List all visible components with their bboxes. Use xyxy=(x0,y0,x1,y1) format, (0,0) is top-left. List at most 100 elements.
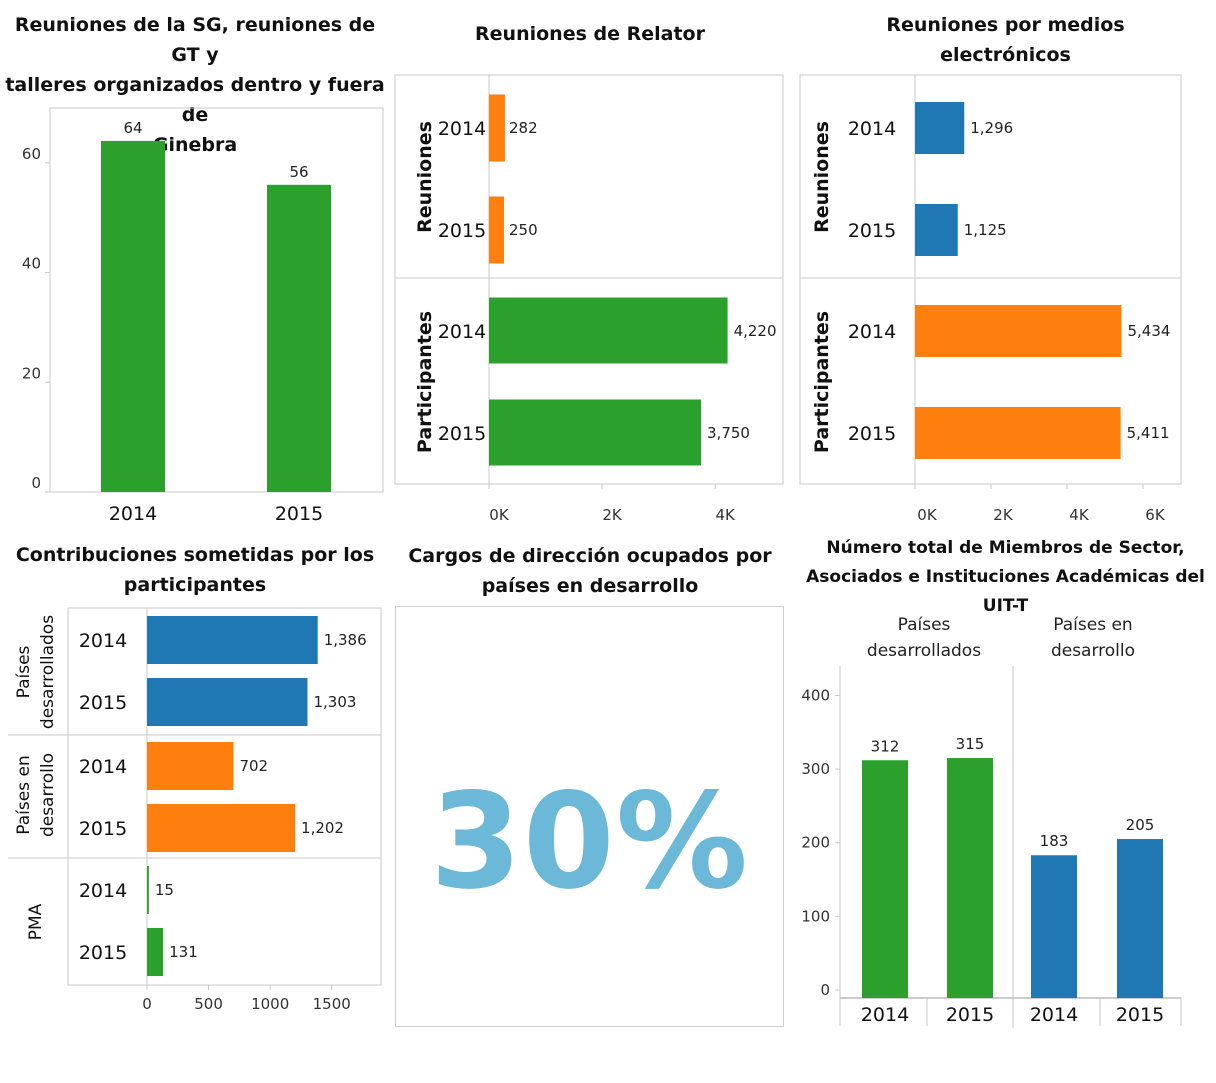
bar xyxy=(915,204,958,256)
group-label: desarrollados xyxy=(867,641,981,661)
x-category-label: 2015 xyxy=(946,1004,994,1026)
bar xyxy=(267,184,331,493)
panel-members: Número total de Miembros de Sector, Asoc… xyxy=(795,538,1216,1083)
y-category-label: 2015 xyxy=(848,423,896,445)
x-tick-label: 6K xyxy=(1145,506,1166,524)
electronic-meetings-chart: 0K 2K 4K 6K Reuniones 2014 1,296 2015 1,125 Parti… xyxy=(799,74,1182,524)
y-tick-label: 0 xyxy=(820,981,830,999)
bar xyxy=(915,305,1122,357)
data-label: 131 xyxy=(169,943,198,961)
group-label: Países xyxy=(898,615,951,635)
y-tick-label: 0 xyxy=(31,474,41,492)
y-category-label: 2014 xyxy=(848,321,896,343)
data-label: 5,434 xyxy=(1127,322,1170,340)
bar xyxy=(947,758,993,998)
x-tick-label: 0 xyxy=(142,995,152,1013)
data-label: 56 xyxy=(289,163,308,181)
group-label: Países en desarrollo xyxy=(14,753,58,837)
x-tick-label: 4K xyxy=(1069,506,1090,524)
y-category-label: 2015 xyxy=(79,818,127,840)
y-category-label: 2014 xyxy=(79,756,127,778)
group-label: Participantes xyxy=(811,311,833,453)
y-category-label: 2014 xyxy=(438,321,486,343)
group-label: Países en xyxy=(1053,615,1132,635)
title-line: Ginebra xyxy=(152,134,238,156)
x-tick-label: 4K xyxy=(715,506,736,524)
bar xyxy=(915,102,965,154)
data-label: 5,411 xyxy=(1127,424,1170,442)
data-label: 4,220 xyxy=(734,322,777,340)
y-category-label: 2015 xyxy=(438,423,486,445)
title-line: Contribuciones sometidas por los xyxy=(15,544,375,566)
data-label: 1,125 xyxy=(964,221,1007,239)
x-category-label: 2015 xyxy=(275,503,323,525)
y-tick-label: 300 xyxy=(801,760,830,778)
y-tick-label: 200 xyxy=(801,834,830,852)
group-label: Reuniones xyxy=(414,121,436,233)
bar xyxy=(147,742,234,790)
bar xyxy=(489,297,728,364)
data-label: 702 xyxy=(239,757,268,775)
kpi-box: 30% xyxy=(395,606,784,1027)
data-label: 183 xyxy=(1040,832,1069,850)
sg-meetings-chart: 0 20 40 60 64 2014 56 2015 xyxy=(22,107,384,525)
panel-sg-meetings: Reuniones de la SG, reuniones de GT y ta… xyxy=(0,0,390,530)
bar xyxy=(862,760,908,998)
bar xyxy=(147,804,296,852)
title-line: talleres organizados dentro y fuera de xyxy=(5,74,385,126)
y-category-label: 2014 xyxy=(438,118,486,140)
plot-frame xyxy=(394,74,784,485)
kpi-value: 30% xyxy=(430,765,749,919)
data-label: 312 xyxy=(871,737,900,755)
bar xyxy=(147,928,164,976)
bar xyxy=(489,196,504,264)
bar xyxy=(147,616,318,664)
panel-contributions: Contribuciones sometidas por los partici… xyxy=(0,540,390,1083)
title-line: Reuniones de Relator xyxy=(475,23,705,45)
y-tick-label: 100 xyxy=(801,907,830,925)
group-label: Países desarrollados xyxy=(14,615,58,729)
y-tick-label: 60 xyxy=(22,145,41,163)
title-line: Cargos de dirección ocupados por xyxy=(408,545,772,567)
data-label: 1,202 xyxy=(301,819,344,837)
panel-title: Reuniones de la SG, reuniones de GT y ta… xyxy=(0,10,390,160)
data-label: 315 xyxy=(956,735,985,753)
y-category-label: 2014 xyxy=(848,118,896,140)
plot-frame xyxy=(49,107,384,493)
title-line: Asociados e Instituciones Académicas del xyxy=(806,567,1205,587)
data-label: 205 xyxy=(1126,816,1155,834)
y-tick-label: 20 xyxy=(22,364,41,382)
y-tick-label: 400 xyxy=(801,686,830,704)
panel-title: Cargos de dirección ocupados por países … xyxy=(390,541,790,601)
x-tick-label: 1500 xyxy=(313,995,351,1013)
title-line: UIT-T xyxy=(982,596,1029,616)
y-category-label: 2014 xyxy=(79,880,127,902)
data-label: 282 xyxy=(509,119,538,137)
y-tick-label: 40 xyxy=(22,255,41,273)
title-line: electrónicos xyxy=(940,44,1071,66)
title-line: participantes xyxy=(123,574,267,596)
data-label: 250 xyxy=(509,221,538,239)
data-label: 1,303 xyxy=(313,693,356,711)
contributions-chart: 0 500 1000 1500 Países desarrollados 2014 1,386… xyxy=(8,607,382,1013)
title-line: países en desarrollo xyxy=(481,575,699,597)
panel-title: Reuniones por medios electrónicos xyxy=(795,10,1216,70)
panel-title: Reuniones de Relator xyxy=(390,19,790,49)
x-tick-label: 2K xyxy=(602,506,623,524)
title-line: Número total de Miembros de Sector, xyxy=(826,538,1185,558)
bar xyxy=(915,407,1121,459)
panel-relator-meetings: Reuniones de Relator 0K 2K 4K Reuniones 2014… xyxy=(390,0,790,530)
panel-title: Número total de Miembros de Sector, Asoc… xyxy=(795,534,1216,621)
x-category-label: 2015 xyxy=(1116,1004,1164,1026)
bar xyxy=(147,678,308,726)
panel-title: Contribuciones sometidas por los partici… xyxy=(0,540,390,600)
title-line: Reuniones de la SG, reuniones de GT y xyxy=(14,14,376,66)
data-label: 3,750 xyxy=(707,424,750,442)
y-category-label: 2015 xyxy=(79,692,127,714)
plot-frame xyxy=(67,607,382,986)
data-label: 1,296 xyxy=(970,119,1013,137)
bar xyxy=(489,94,505,162)
y-category-label: 2015 xyxy=(848,220,896,242)
group-label: desarrollo xyxy=(1051,641,1135,661)
